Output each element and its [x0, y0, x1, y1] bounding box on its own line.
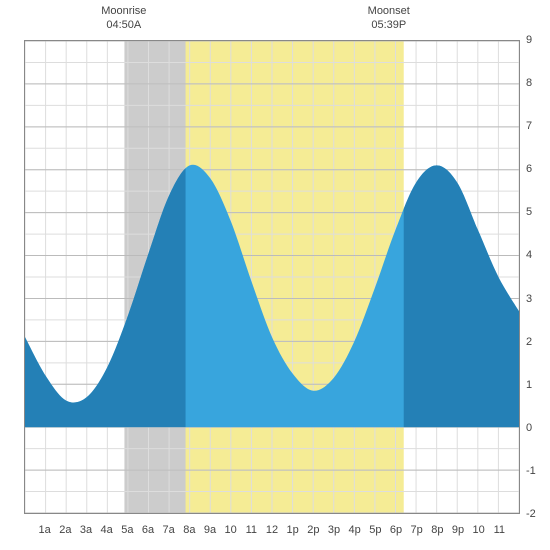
moonrise-header: Moonrise 04:50A [84, 4, 164, 33]
x-tick-label: 2p [307, 524, 319, 536]
moonset-label: Moonset [349, 4, 429, 18]
x-tick-label: 3a [80, 524, 92, 536]
moonset-time: 05:39P [349, 18, 429, 32]
y-tick-label: 5 [526, 206, 532, 218]
x-tick-label: 11 [246, 524, 257, 536]
moonrise-label: Moonrise [84, 4, 164, 18]
x-tick-label: 9a [204, 524, 216, 536]
x-tick-label: 7p [411, 524, 423, 536]
y-tick-label: -1 [526, 465, 536, 477]
y-tick-label: 4 [526, 249, 532, 261]
x-tick-label: 9p [452, 524, 464, 536]
y-tick-label: 2 [526, 336, 532, 348]
y-tick-label: 3 [526, 293, 532, 305]
x-tick-label: 6p [390, 524, 402, 536]
tide-dark-right [404, 41, 519, 513]
header-labels: Moonrise 04:50A Moonset 05:39P [0, 0, 550, 40]
x-tick-label: 1a [39, 524, 51, 536]
y-tick-label: 7 [526, 120, 532, 132]
x-tick-label: 11 [494, 524, 505, 536]
y-tick-label: -2 [526, 508, 536, 520]
x-tick-label: 4a [101, 524, 113, 536]
x-tick-label: 6a [142, 524, 154, 536]
x-tick-label: 8a [183, 524, 195, 536]
plot-area [24, 40, 520, 514]
x-tick-label: 10 [225, 524, 237, 536]
x-tick-label: 12 [266, 524, 278, 536]
tide-dark-left [25, 41, 186, 513]
y-tick-label: 1 [526, 379, 532, 391]
y-tick-label: 0 [526, 422, 532, 434]
x-tick-label: 7a [163, 524, 175, 536]
x-tick-label: 5p [369, 524, 381, 536]
x-tick-label: 1p [287, 524, 299, 536]
moonrise-time: 04:50A [84, 18, 164, 32]
x-tick-label: 8p [431, 524, 443, 536]
y-tick-label: 9 [526, 34, 532, 46]
x-tick-label: 2a [59, 524, 71, 536]
moonset-header: Moonset 05:39P [349, 4, 429, 33]
x-tick-label: 3p [328, 524, 340, 536]
y-tick-label: 6 [526, 163, 532, 175]
x-tick-label: 10 [473, 524, 485, 536]
x-tick-label: 5a [121, 524, 133, 536]
x-tick-label: 4p [349, 524, 361, 536]
tide-layer [25, 41, 519, 513]
y-tick-label: 8 [526, 77, 532, 89]
tide-chart: Moonrise 04:50A Moonset 05:39P -2-101234… [0, 0, 550, 550]
